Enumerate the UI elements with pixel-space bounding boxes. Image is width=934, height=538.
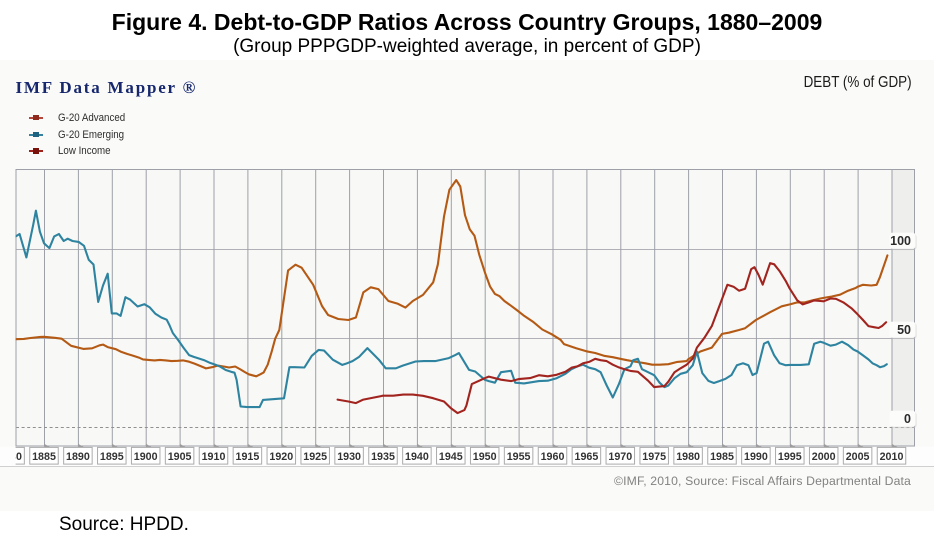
svg-text:1895: 1895 (100, 451, 124, 463)
svg-text:1990: 1990 (744, 451, 768, 463)
svg-text:1955: 1955 (507, 451, 531, 463)
svg-text:1925: 1925 (303, 451, 327, 463)
svg-text:1975: 1975 (642, 451, 666, 463)
svg-text:0: 0 (904, 412, 911, 426)
svg-text:50: 50 (897, 323, 911, 337)
svg-text:2005: 2005 (846, 451, 870, 463)
svg-text:2000: 2000 (812, 451, 836, 463)
svg-text:1915: 1915 (236, 451, 260, 463)
svg-text:1900: 1900 (134, 451, 158, 463)
svg-text:1980: 1980 (676, 451, 700, 463)
svg-text:1930: 1930 (337, 451, 361, 463)
svg-text:1890: 1890 (66, 451, 90, 463)
svg-text:1950: 1950 (473, 451, 497, 463)
svg-text:1985: 1985 (710, 451, 734, 463)
svg-text:1940: 1940 (405, 451, 429, 463)
svg-text:1965: 1965 (575, 451, 599, 463)
svg-text:1995: 1995 (778, 451, 802, 463)
svg-text:1970: 1970 (608, 451, 632, 463)
svg-text:1880: 1880 (0, 451, 22, 463)
svg-text:1910: 1910 (202, 451, 226, 463)
svg-text:1920: 1920 (269, 451, 293, 463)
svg-text:1945: 1945 (439, 451, 463, 463)
svg-text:1960: 1960 (541, 451, 565, 463)
svg-text:2010: 2010 (880, 451, 904, 463)
svg-text:1935: 1935 (371, 451, 395, 463)
svg-text:1885: 1885 (32, 451, 56, 463)
svg-text:100: 100 (890, 234, 911, 248)
svg-text:1905: 1905 (168, 451, 192, 463)
